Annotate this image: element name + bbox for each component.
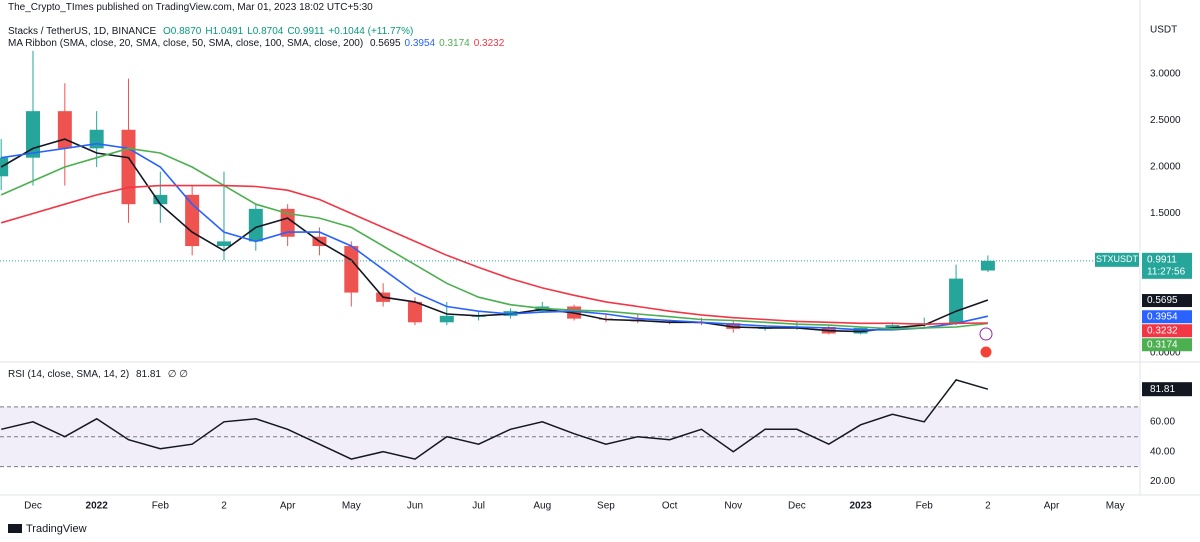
rsi-value: 81.81 <box>135 369 161 380</box>
logo-mark <box>8 524 22 533</box>
candle-body <box>216 241 231 247</box>
x-tick-label: May <box>342 501 361 512</box>
price-badge-bg <box>1142 252 1192 279</box>
ma-line <box>0 138 989 333</box>
ma-line <box>0 147 988 330</box>
x-tick-label: Oct <box>662 501 678 512</box>
candle-body <box>185 194 200 247</box>
rsi-tick-label: 40.00 <box>1150 446 1175 457</box>
ohlc-value: H1.0491 <box>205 26 244 37</box>
symbol-badge-bg <box>1095 252 1139 267</box>
y-tick-label: 2.0000 <box>1150 162 1181 173</box>
ma-title: MA Ribbon (SMA, close, 20, SMA, close, 5… <box>8 38 364 49</box>
ma-badge: 0.3954 <box>1147 311 1178 322</box>
x-tick-label: Dec <box>788 501 806 512</box>
rsi-title: RSI (14, close, SMA, 14, 2) <box>8 369 130 380</box>
x-tick-label: Jul <box>472 501 485 512</box>
rsi-tick-label: 20.00 <box>1150 476 1175 487</box>
ma-badge-bg <box>1142 294 1192 308</box>
unit-label: USDT <box>1150 25 1177 36</box>
x-tick-label: Apr <box>1044 501 1060 512</box>
x-tick-label: Feb <box>916 501 934 512</box>
x-tick-label: Dec <box>24 501 42 512</box>
event-icon <box>979 327 993 341</box>
x-tick-label: Nov <box>724 501 742 512</box>
rsi-na: ∅ ∅ <box>167 369 188 380</box>
footer-logo: TradingView <box>26 523 87 535</box>
candle-body <box>885 325 900 328</box>
countdown: 11:27:56 <box>1147 266 1186 277</box>
candle-body <box>439 315 454 323</box>
x-tick-label: Feb <box>152 501 170 512</box>
ma-badge-bg <box>1142 324 1192 338</box>
ohlc-value: O0.8870 <box>162 26 202 37</box>
price-badge: 0.9911 <box>1147 254 1177 265</box>
ohlc: O0.8870 H1.0491 L0.8704 C0.9911 +0.1044 (+11… <box>163 26 417 37</box>
ma-legend-value: 0.5695 <box>369 38 401 49</box>
x-tick-label: Aug <box>533 501 551 512</box>
ma-badge: 0.3174 <box>1147 339 1178 350</box>
candle-body <box>407 301 422 323</box>
ohlc-value: L0.8704 <box>247 26 284 37</box>
candle-body <box>0 157 9 177</box>
candle-body <box>121 129 136 205</box>
rsi-tick-label: 60.00 <box>1150 416 1175 427</box>
y-tick-label: 1.5000 <box>1150 208 1181 219</box>
ma-badge: 0.3232 <box>1147 325 1178 336</box>
ma-badge-bg <box>1142 310 1192 324</box>
ma-legend-value: 0.3232 <box>473 38 505 49</box>
x-tick-label: May <box>1106 501 1125 512</box>
x-tick-label: 2 <box>221 501 227 512</box>
rsi-legend: RSI (14, close, SMA, 14, 2) 81.81 ∅ ∅ <box>8 369 192 380</box>
x-tick-label: 2 <box>985 501 991 512</box>
x-tick-label: Apr <box>280 501 296 512</box>
y-tick-label: 0.0000 <box>1150 348 1181 359</box>
price-legend: Stacks / TetherUS, 1D, BINANCE O0.8870 H1… <box>8 26 421 37</box>
x-tick-label: Sep <box>597 501 615 512</box>
x-tick-label: Jun <box>407 501 423 512</box>
x-tick-label: 2022 <box>86 501 109 512</box>
rsi-badge-bg <box>1142 382 1192 397</box>
candle-body <box>280 208 295 237</box>
ma-legend-value: 0.3954 <box>404 38 436 49</box>
y-tick-label: 2.5000 <box>1150 115 1181 126</box>
x-tick-label: 2023 <box>849 501 872 512</box>
candle-body <box>89 129 104 149</box>
candle-body <box>980 260 995 271</box>
ma-line <box>1 142 989 331</box>
published: The_Crypto_TImes published on TradingVie… <box>8 2 373 13</box>
candle-body <box>248 208 263 242</box>
candle-body <box>153 194 168 205</box>
candle-body <box>344 246 359 293</box>
symbol-badge: STXUSDT <box>1096 254 1139 264</box>
ma-badge: 0.5695 <box>1147 295 1178 306</box>
candle-body <box>853 327 868 334</box>
candle-body <box>26 111 40 158</box>
candle-body <box>57 111 72 149</box>
symbol-title: Stacks / TetherUS, 1D, BINANCE <box>8 26 157 37</box>
event-icon <box>979 345 993 359</box>
ma-legend: MA Ribbon (SMA, close, 20, SMA, close, 5… <box>8 38 512 49</box>
ma-legend-value: 0.3174 <box>439 38 470 49</box>
ohlc-value: +0.1044 (+11.77%) <box>328 26 414 37</box>
ma-badge-bg <box>1142 338 1192 352</box>
y-tick-label: 3.0000 <box>1150 69 1181 80</box>
ohlc-value: C0.9911 <box>287 26 325 37</box>
ma-values: 0.5695 0.3954 0.3174 0.3232 <box>370 38 508 49</box>
rsi-badge: 81.81 <box>1150 384 1175 395</box>
candle-body <box>726 323 741 329</box>
rsi-line <box>1 379 989 460</box>
ma-line <box>0 184 988 326</box>
candle-body <box>949 278 964 324</box>
